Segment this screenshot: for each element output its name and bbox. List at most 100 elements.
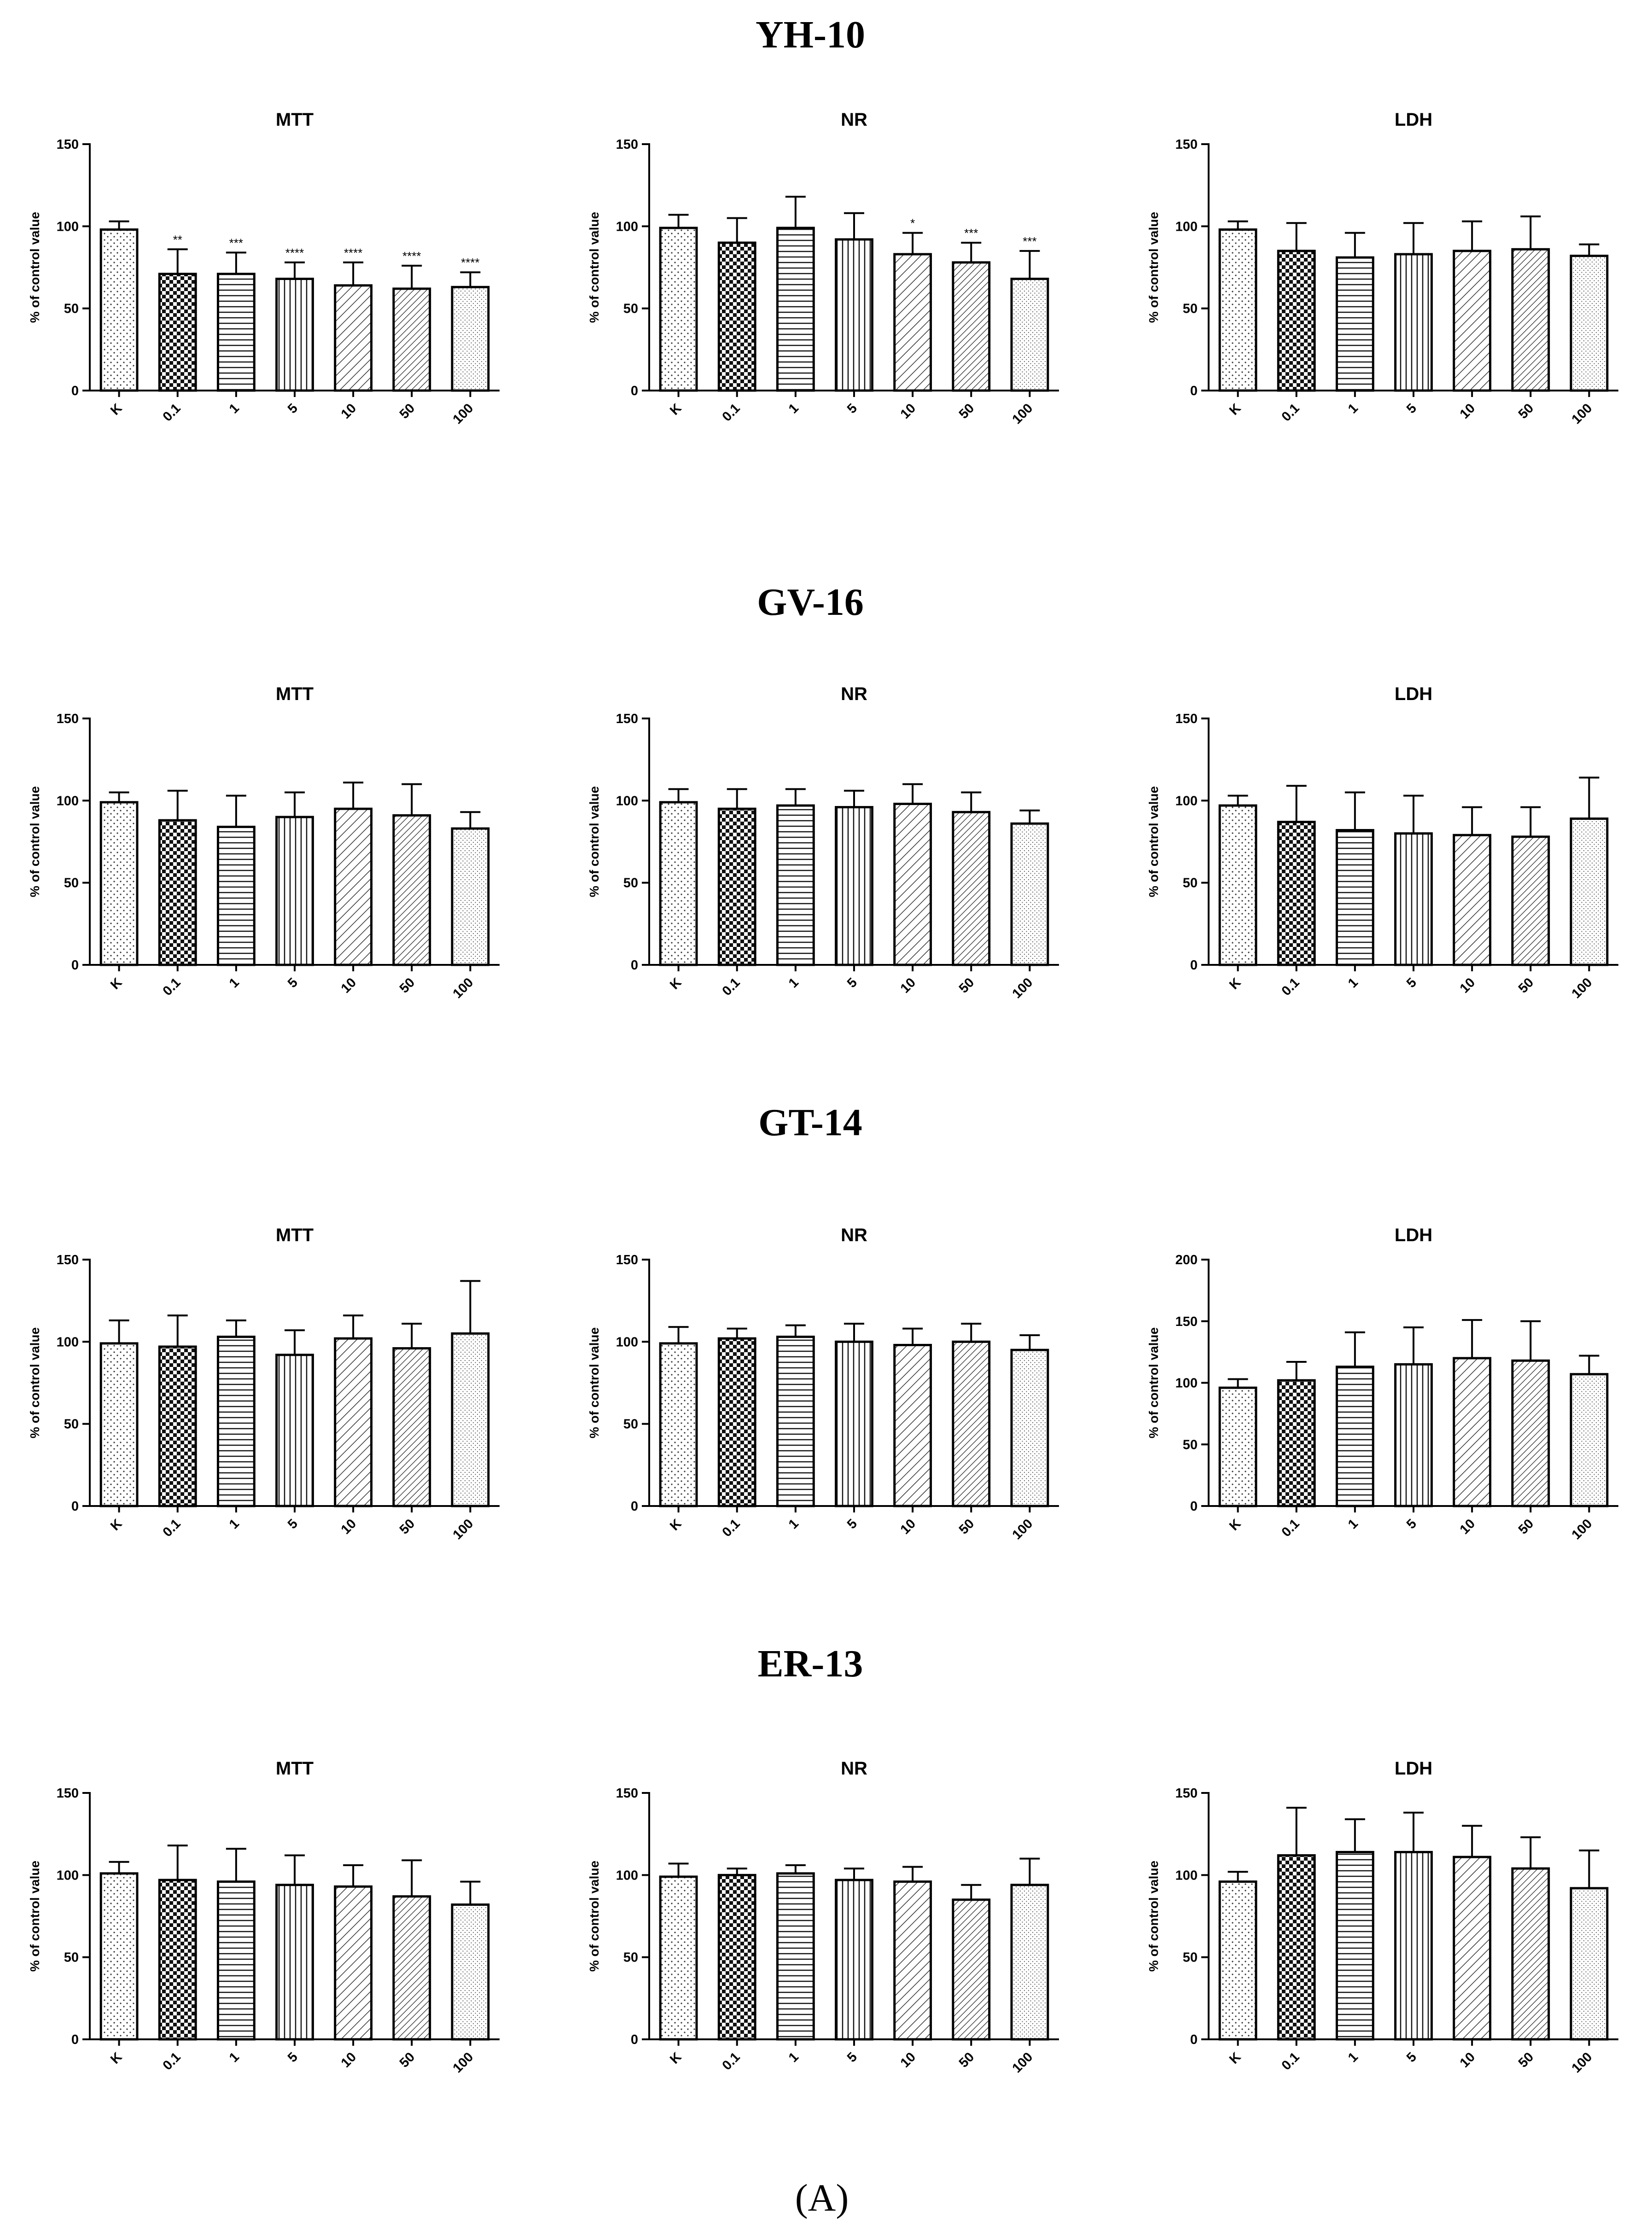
chart-yh-10-mtt-ytick-label: 0: [71, 384, 79, 398]
chart-gv-16-mtt-xtick-label: 50: [397, 975, 418, 996]
chart-er-13-ldh-bar: [1453, 1856, 1492, 2041]
chart-er-13-mtt-ytick-label: 100: [57, 1868, 79, 1883]
chart-yh-10-ldh-xtick-label: 100: [1569, 401, 1595, 427]
chart-gt-14-ldh-ytick-label: 100: [1175, 1376, 1198, 1391]
chart-gv-16-nr-xtick-label: 10: [898, 975, 919, 996]
chart-er-13-nr-bar: [893, 1880, 932, 2041]
chart-yh-10-ldh-xtick-label: 50: [1516, 401, 1536, 421]
chart-gt-14-nr-xtick-label: 1: [786, 1516, 802, 1532]
chart-gt-14-ldh-ytick-label: 200: [1175, 1253, 1198, 1267]
chart-yh-10-nr-ytick-label: 0: [631, 384, 638, 398]
charts-container: MTT% of control value050100150K**0.1***1…: [28, 110, 1618, 2076]
chart-yh-10-nr-ytick-label: 100: [616, 219, 638, 234]
chart-gv-16-mtt-bar: [334, 807, 373, 966]
chart-yh-10-nr-bar: [659, 227, 698, 392]
chart-gv-16-ldh-bar: [1570, 817, 1609, 966]
chart-gv-16-nr-ytick-label: 0: [631, 958, 638, 973]
chart-er-13-mtt-title: MTT: [276, 1758, 314, 1779]
chart-er-13-nr-ytick-label: 0: [631, 2032, 638, 2047]
chart-gt-14-ldh-xtick-label: 0.1: [1279, 1516, 1303, 1540]
chart-yh-10-mtt-xtick-label: K: [108, 401, 125, 418]
chart-yh-10-ldh-bar: [1394, 253, 1433, 392]
chart-yh-10-mtt-ytick-label: 50: [64, 302, 79, 316]
chart-gt-14-mtt-ytick-label: 50: [64, 1417, 79, 1432]
chart-er-13-mtt-xtick-label: 10: [338, 2049, 359, 2070]
chart-er-13-nr-ylabel: % of control value: [587, 1861, 601, 1972]
chart-yh-10-nr-xtick-label: K: [667, 401, 684, 418]
chart-er-13-nr-xtick-label: 0.1: [720, 2049, 743, 2073]
chart-gt-14-ldh-bar: [1570, 1373, 1609, 1507]
section-title-yh10: YH-10: [756, 13, 865, 56]
chart-gv-16-nr-xtick-label: 5: [844, 975, 860, 991]
chart-gt-14-mtt: MTT % of control value 0 50 100 150 K 0.1 1 5 10 50…: [28, 1225, 500, 1542]
chart-er-13-mtt-bar: [334, 1885, 373, 2041]
figure-caption: (A): [795, 2177, 849, 2219]
chart-gv-16-mtt-ytick-label: 100: [57, 794, 79, 808]
chart-gt-14-nr-bar: [659, 1342, 698, 1507]
chart-gv-16-mtt-bar: [392, 814, 431, 966]
chart-er-13-nr-xtick-label: 100: [1010, 2049, 1036, 2076]
chart-er-13-mtt-xtick-label: 100: [450, 2049, 477, 2076]
chart-gv-16-nr-xtick-label: K: [667, 975, 684, 992]
chart-gt-14-nr-ylabel: % of control value: [587, 1327, 601, 1438]
chart-yh-10-ldh-bar: [1570, 255, 1609, 392]
chart-gt-14-mtt-bar: [158, 1345, 197, 1507]
chart-gt-14-ldh-ytick-label: 150: [1175, 1314, 1198, 1329]
chart-gt-14-mtt-bar: [99, 1342, 139, 1507]
chart-gt-14-nr-bar: [776, 1336, 815, 1507]
chart-yh-10-nr-xtick-label: 100: [1010, 401, 1036, 427]
chart-yh-10-mtt-bar: [99, 228, 139, 392]
chart-gt-14-ldh-ylabel: % of control value: [1146, 1327, 1161, 1438]
chart-gv-16-nr-ytick-label: 100: [616, 794, 638, 808]
chart-gv-16-ldh-xtick-label: K: [1227, 975, 1244, 992]
chart-gv-16-ldh-bar: [1511, 835, 1550, 966]
chart-yh-10-ldh-ylabel: % of control value: [1146, 212, 1161, 323]
chart-yh-10-mtt-significance-label: ****: [461, 256, 479, 269]
chart-gv-16-ldh-bar: [1394, 832, 1433, 966]
chart-gt-14-mtt-bar: [275, 1354, 314, 1507]
chart-gt-14-mtt-xtick-label: 0.1: [160, 1516, 184, 1540]
chart-er-13-mtt-bar: [275, 1884, 314, 2041]
chart-yh-10-mtt-significance-label: ****: [285, 246, 304, 260]
chart-gv-16-nr-bar: [659, 801, 698, 966]
chart-yh-10-nr-ytick-label: 50: [623, 302, 638, 316]
chart-gt-14-ldh-ytick-label: 0: [1190, 1499, 1198, 1514]
chart-er-13-mtt-xtick-label: 50: [397, 2049, 418, 2070]
chart-gv-16-nr-ytick-label: 150: [616, 712, 638, 726]
chart-er-13-ldh-bar: [1394, 1851, 1433, 2041]
chart-gv-16-mtt-bar: [451, 827, 490, 966]
chart-gt-14-mtt-xtick-label: 5: [285, 1516, 301, 1532]
chart-yh-10-mtt-xtick-label: 50: [397, 401, 418, 421]
chart-gt-14-nr-bar: [893, 1343, 932, 1507]
chart-gv-16-nr-ytick-label: 50: [623, 876, 638, 891]
chart-gt-14-nr-ytick-label: 100: [616, 1335, 638, 1349]
chart-gv-16-nr-xtick-label: 1: [786, 975, 802, 991]
chart-gt-14-nr-ytick-label: 50: [623, 1417, 638, 1432]
chart-gv-16-mtt-ytick-label: 50: [64, 876, 79, 891]
chart-gv-16-mtt-xtick-label: 0.1: [160, 975, 184, 998]
section-title-gv16: GV-16: [757, 581, 864, 624]
chart-er-13-ldh-xtick-label: 0.1: [1279, 2049, 1303, 2073]
chart-gv-16-nr-title: NR: [841, 684, 867, 704]
chart-yh-10-nr-bar: [1010, 277, 1049, 392]
chart-yh-10-nr-bar: [893, 253, 932, 392]
chart-gt-14-mtt-bar: [334, 1337, 373, 1507]
chart-gv-16-nr-bar: [835, 806, 873, 966]
chart-er-13-ldh-xtick-label: 50: [1516, 2049, 1536, 2070]
chart-gt-14-mtt-xtick-label: K: [108, 1516, 125, 1533]
chart-yh-10-mtt-significance-label: ****: [344, 246, 362, 260]
chart-yh-10-mtt-significance-label: ***: [229, 236, 243, 250]
chart-er-13-mtt-ytick-label: 0: [71, 2032, 79, 2047]
chart-er-13-ldh-bar: [1335, 1851, 1374, 2041]
chart-yh-10-nr-significance-label: ***: [964, 226, 978, 240]
chart-er-13-mtt-xtick-label: K: [108, 2049, 125, 2067]
chart-gt-14-mtt-bar: [392, 1347, 431, 1507]
chart-gt-14-ldh-xtick-label: 1: [1345, 1516, 1361, 1532]
chart-gv-16-mtt-ytick-label: 0: [71, 958, 79, 973]
chart-er-13-mtt-ylabel: % of control value: [28, 1861, 42, 1972]
chart-yh-10-nr-bar: [776, 227, 815, 392]
chart-gv-16-ldh-xtick-label: 1: [1345, 975, 1361, 991]
chart-er-13-ldh-xtick-label: 1: [1345, 2049, 1361, 2065]
chart-yh-10-mtt-title: MTT: [276, 110, 314, 130]
